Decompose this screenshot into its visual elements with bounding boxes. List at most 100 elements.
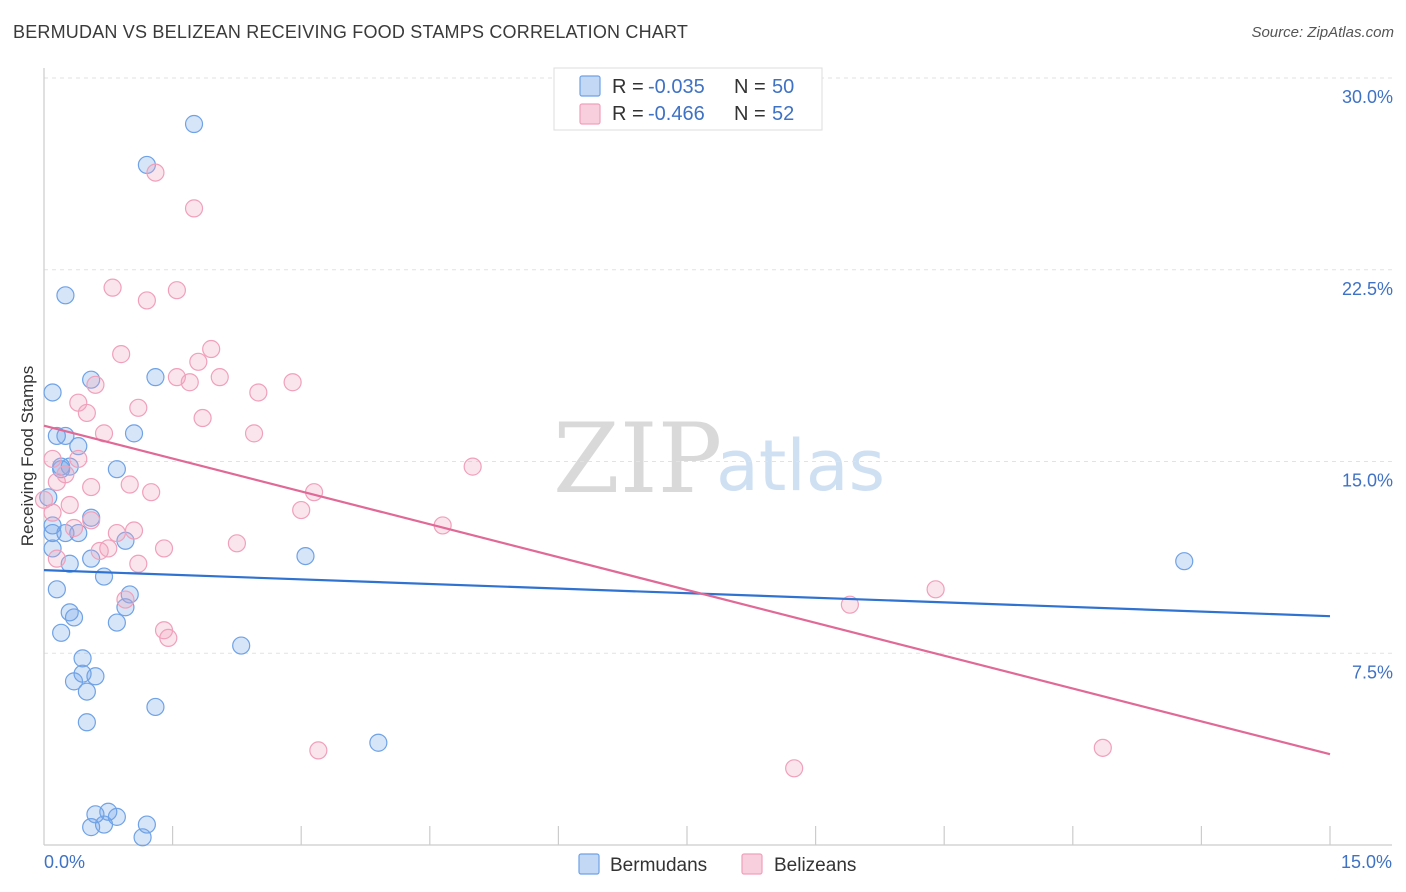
bermudan-point [124,424,144,443]
x-tick-label-min: 0.0% [44,852,85,872]
grid-lines [44,77,1392,654]
x-tick-label-max: 15.0% [1341,852,1392,872]
belizean-point [785,759,804,778]
belizean-point [154,539,174,558]
bermudan-point [43,383,62,402]
bermudan-point [64,672,84,691]
y-tick-label: 15.0% [1342,471,1393,491]
bermudan-trend-line [43,569,1331,618]
legend-bottom-swatch-belizeans [741,853,763,875]
bermudan-point [107,613,126,632]
belizean-point [129,398,148,417]
belizean-point [1093,738,1112,757]
legend-swatch-bermudans [579,75,601,97]
bermudan-point [77,682,96,701]
bermudan-point [56,286,75,305]
belizean-point [47,549,66,568]
legend-r-label-bermudans: R = [612,76,644,98]
y-tick-label: 22.5% [1342,279,1393,299]
belizean-point [202,339,221,359]
belizean-point [82,511,101,530]
legend-r-label-belizeans: R = [612,103,644,125]
belizean-point [43,449,62,469]
bermudan-point [1175,552,1194,571]
belizean-point [142,483,161,502]
belizean-point [120,475,139,494]
bermudan-point [73,649,92,668]
belizean-point [210,368,229,387]
bermudan-point [86,667,105,686]
bermudan-point [47,580,66,599]
belizean-point [193,408,212,428]
bermudan-point [133,828,152,847]
watermark-zip: ZIP [553,403,722,515]
y-axis-label: Receiving Food Stamps [18,366,37,546]
belizean-point [112,345,131,364]
belizean-point [283,373,302,392]
legend-swatch-belizeans [579,103,601,125]
belizean-point [34,490,54,509]
bermudan-point [94,567,114,586]
bermudan-point [43,523,62,543]
belizean-point [124,521,144,540]
legend-n-label-belizeans: N = [734,103,766,125]
belizean-point [249,383,268,402]
bermudan-point [146,697,165,717]
belizean-point [77,403,96,423]
belizean-trend-line [43,424,1331,756]
bermudan-point [146,368,165,387]
belizean-point [64,518,84,538]
legend-n-value-belizeans: 52 [772,103,794,125]
bermudan-point [94,815,114,834]
belizean-point [159,628,178,648]
watermark-atlas: atlas [716,425,885,507]
bermudan-point [69,437,88,456]
y-tick-labels: 7.5% 15.0% 22.5% 30.0% [1342,87,1393,682]
belizean-point [292,500,311,520]
belizean-point [129,554,148,573]
bermudan-point [232,636,251,655]
bermudan-point [107,460,126,479]
legend-bottom-label-belizeans: Belizeans [774,855,856,876]
belizean-point [43,503,62,522]
belizean-point [227,534,246,553]
bermudan-point [43,539,62,558]
bermudan-point [184,114,204,134]
belizean-point [189,352,208,371]
bermudan-point [52,623,71,642]
legend-top: R = -0.035 N = 50 R = -0.466 N = 52 [553,67,823,131]
legend-r-value-belizeans: -0.466 [648,103,705,125]
belizean-point [184,199,204,218]
belizean-point [840,595,859,614]
legend-n-value-bermudans: 50 [772,76,794,98]
bermudan-point [56,523,75,543]
x-tick-marks [172,826,1331,845]
bermudan-point [64,608,84,627]
trend-lines [43,424,1331,756]
belizean-point [60,495,79,515]
belizean-point [244,424,264,443]
bermudan-point [116,598,135,617]
source-label: Source: ZipAtlas.com [1251,24,1394,41]
belizean-point [926,580,945,599]
scatter-points [34,114,1194,847]
chart-title: BERMUDAN VS BELIZEAN RECEIVING FOOD STAM… [13,22,689,42]
legend-bottom-swatch-bermudans [578,853,600,875]
belizean-point [116,590,135,609]
belizean-point [82,477,101,497]
belizean-point [137,291,156,310]
belizean-point [47,472,66,492]
belizean-point [86,375,105,394]
y-tick-label: 30.0% [1342,87,1393,107]
belizean-point [309,741,328,760]
belizean-point [69,449,88,469]
legend-bottom-label-bermudans: Bermudans [610,855,707,876]
bermudan-point [77,713,96,732]
belizean-point [167,281,186,300]
belizean-point [146,163,165,182]
bermudan-point [296,546,315,566]
bermudan-point [369,733,388,752]
belizean-point [103,278,122,297]
legend-r-value-bermudans: -0.035 [648,76,705,98]
